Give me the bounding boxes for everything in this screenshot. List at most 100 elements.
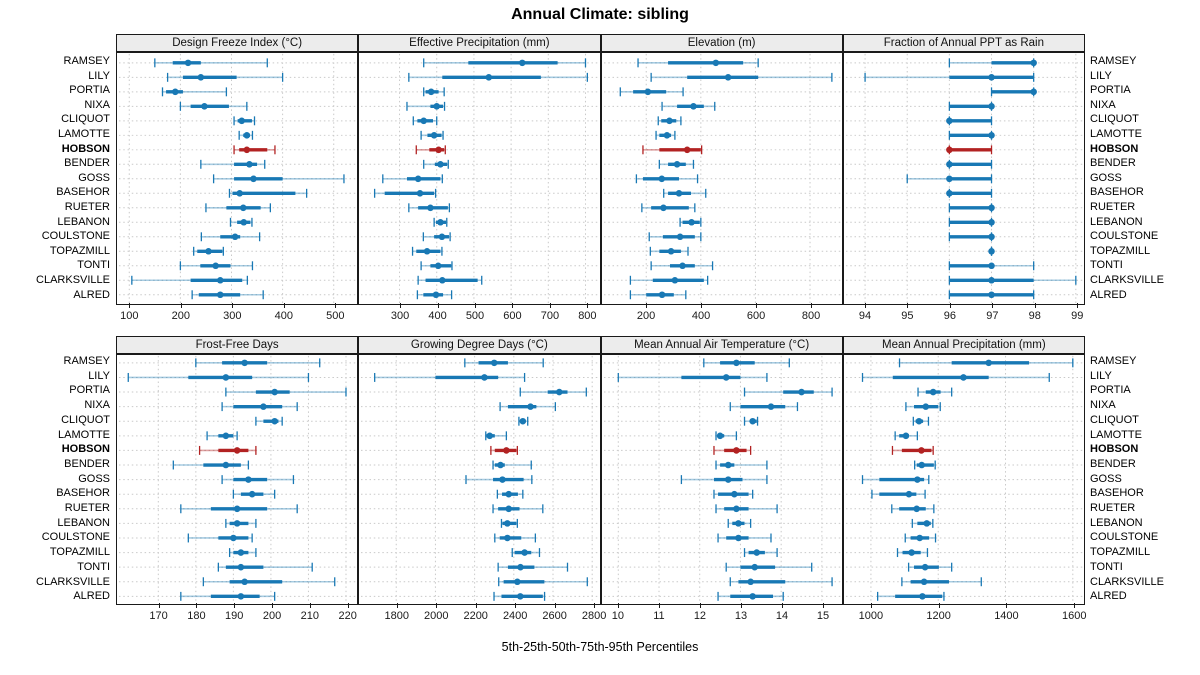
axis-tick	[646, 303, 648, 308]
series-lily	[166, 72, 284, 82]
median-dot-rueter	[659, 204, 667, 212]
row-label-right-nixa: NIXA	[1090, 399, 1116, 412]
axis-tick	[272, 603, 274, 608]
median-dot-coulstone	[676, 233, 683, 241]
row-label-right-rueter: RUETER	[1090, 201, 1136, 213]
panel-mean-annual-precipitation-mm-	[842, 354, 1085, 605]
series-tonti	[649, 261, 713, 271]
axis-tick-label: 180	[187, 610, 206, 622]
row-label-left-lily: LILY	[88, 369, 110, 382]
series-lebanon	[678, 217, 701, 227]
series-coulstone	[948, 232, 995, 242]
axis-tick-label: 700	[540, 310, 560, 322]
median-dot-lily	[959, 374, 967, 381]
row-label-right-portia: PORTIA	[1090, 384, 1131, 397]
panel-strip-mean-annual-precipitation-mm-: Mean Annual Precipitation (mm)	[842, 336, 1085, 354]
median-dot-goss	[250, 175, 257, 183]
axis-tick-label: 300	[390, 310, 410, 322]
panel-mean-annual-air-temperature-c-	[600, 354, 843, 605]
panel-elevation-m-	[600, 52, 843, 305]
axis-tick	[864, 303, 866, 308]
axis-tick-label: 11	[653, 610, 665, 622]
series-lily	[617, 372, 768, 382]
row-label-left-tonti: TONTI	[77, 259, 110, 272]
median-dot-hobson	[233, 447, 241, 454]
median-dot-bender	[673, 161, 680, 168]
median-dot-hobson	[945, 146, 953, 154]
series-bender	[658, 159, 694, 169]
series-portia	[917, 387, 953, 397]
axis-tick-label: 15	[816, 610, 830, 622]
panel-growing-degree-days-c-	[358, 354, 601, 605]
row-label-left-rueter: RUETER	[64, 502, 110, 514]
median-dot-nixa	[201, 103, 208, 110]
row-label-right-rueter: RUETER	[1090, 502, 1136, 514]
median-dot-goss	[724, 476, 732, 483]
median-dot-portia	[929, 388, 937, 396]
median-dot-ramsey	[241, 359, 248, 367]
row-label-left-coulstone: COULSTONE	[41, 531, 110, 544]
median-dot-clarksville	[439, 276, 446, 284]
row-label-right-topazmill: TOPAZMILL	[1090, 244, 1151, 257]
series-alred	[876, 591, 945, 601]
series-goss	[465, 475, 533, 485]
figure-title: Annual Climate: sibling	[511, 6, 689, 23]
series-basehor	[496, 489, 524, 499]
series-lamotte	[420, 130, 444, 140]
row-label-right-basehor: BASEHOR	[1090, 186, 1144, 199]
series-ramsey	[702, 358, 790, 368]
median-dot-lily	[197, 74, 205, 81]
axis-tick-label: 170	[149, 610, 168, 622]
axis-tick-label: 200	[171, 310, 191, 322]
row-label-right-lebanon: LEBANON	[1090, 215, 1143, 228]
median-dot-basehor	[248, 490, 256, 498]
axis-tick	[811, 303, 813, 308]
series-nixa	[406, 101, 446, 111]
axis-tick	[594, 603, 596, 608]
axis-tick	[437, 303, 439, 308]
median-dot-nixa	[987, 103, 995, 110]
series-hobson	[641, 145, 702, 155]
row-label-left-portia: PORTIA	[69, 384, 110, 397]
series-topazmill	[412, 246, 443, 256]
median-dot-lebanon	[687, 219, 695, 226]
panel-plot-design-freeze-index-c-	[118, 53, 356, 304]
median-dot-basehor	[945, 190, 953, 197]
median-dot-lamotte	[431, 132, 438, 139]
row-label-right-alred: ALRED	[1090, 288, 1127, 301]
axis-tick	[870, 603, 872, 608]
series-nixa	[905, 402, 941, 412]
median-dot-tonti	[237, 563, 245, 571]
row-label-left-goss: GOSS	[78, 171, 110, 184]
axis-tick	[907, 303, 909, 308]
row-label-left-lebanon: LEBANON	[57, 215, 110, 228]
axis-tick-label: 2600	[542, 610, 567, 622]
median-dot-rueter	[233, 505, 241, 513]
axis-tick	[781, 603, 783, 608]
series-lily	[408, 72, 589, 82]
series-portia	[161, 87, 228, 97]
median-dot-coulstone	[916, 534, 923, 542]
series-basehor	[712, 489, 753, 499]
series-ramsey	[636, 58, 759, 68]
median-dot-coulstone	[231, 233, 239, 241]
series-lily	[649, 72, 833, 82]
series-topazmill	[511, 548, 541, 558]
axis-tick	[756, 303, 758, 308]
series-lebanon	[727, 518, 751, 528]
series-clarksville	[948, 275, 1077, 285]
median-dot-cliquot	[665, 117, 673, 125]
row-label-left-bender: BENDER	[64, 157, 110, 170]
series-nixa	[179, 101, 248, 111]
row-label-right-lebanon: LEBANON	[1090, 516, 1143, 529]
row-label-right-bender: BENDER	[1090, 457, 1136, 470]
series-alred	[191, 290, 264, 300]
median-dot-alred	[918, 593, 926, 600]
median-dot-lily	[485, 74, 493, 81]
series-clarksville	[202, 577, 336, 587]
series-rueter	[714, 504, 778, 514]
axis-tick-label: 500	[465, 310, 485, 322]
panel-plot-growing-degree-days-c-	[361, 355, 598, 604]
panel-strip-design-freeze-index-c-: Design Freeze Index (°C)	[116, 34, 359, 52]
series-hobson	[490, 445, 519, 455]
